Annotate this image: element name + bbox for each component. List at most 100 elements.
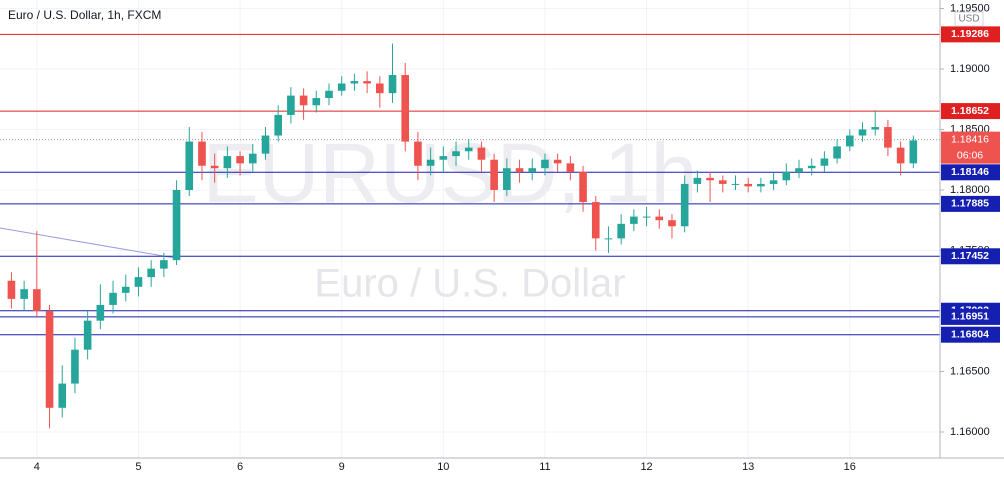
y-tick-label: 1.19500 [950, 2, 990, 14]
y-tick-label: 1.16000 [950, 426, 990, 438]
candle-body [769, 180, 778, 184]
x-tick-label: 9 [339, 461, 345, 473]
candle-body [236, 156, 244, 164]
candle-body [884, 127, 892, 148]
candle-body [83, 320, 92, 350]
level-label: 1.16951 [951, 311, 989, 323]
levels [0, 33, 940, 336]
level-label-box [941, 248, 1000, 265]
candle-body [503, 168, 511, 190]
level-label-box [941, 195, 1000, 212]
y-tick-label: 1.19000 [950, 63, 990, 75]
x-tick-label: 12 [640, 461, 652, 473]
candle-body [121, 286, 130, 293]
x-tick-label: 5 [135, 461, 141, 473]
candle-body [134, 277, 143, 287]
candle-body [604, 238, 613, 240]
candle-body [630, 216, 638, 224]
candle-body [248, 153, 257, 164]
candle-body [7, 280, 16, 299]
x-tick-label: 10 [437, 461, 449, 473]
candle-body [820, 158, 829, 166]
candle-body [871, 127, 880, 130]
candle-body [109, 292, 117, 305]
candle-body [896, 147, 905, 164]
candle-body [210, 165, 219, 169]
candle-body [731, 183, 740, 185]
candle-body [414, 141, 422, 166]
candle-body [757, 183, 765, 187]
candle-body [325, 90, 333, 99]
currency-label: USD [958, 14, 979, 25]
level-label: 1.16804 [951, 328, 989, 340]
candle-body [591, 202, 600, 239]
candle-body [909, 140, 918, 164]
candle-body [439, 156, 448, 160]
candle-body [515, 168, 524, 172]
candle-body [198, 141, 206, 166]
candle-body [477, 147, 486, 160]
candle-body [566, 163, 575, 172]
candle-body [858, 129, 867, 136]
candle-body [718, 180, 727, 184]
candle-body [490, 159, 498, 190]
candle-body [376, 83, 384, 94]
candle-body [363, 81, 371, 84]
candle-body [20, 289, 28, 299]
last-price-box [941, 131, 1000, 164]
level-label: 1.18652 [951, 105, 989, 117]
level-label: 1.19286 [951, 28, 989, 40]
watermark-subtitle: Euro / U.S. Dollar [314, 262, 625, 306]
x-tick-label: 6 [237, 461, 243, 473]
candle-body [579, 171, 587, 203]
candle-body [706, 177, 714, 181]
candle-body [223, 156, 232, 169]
last-price-label: 1.18416 [951, 133, 989, 145]
level-label-box [941, 164, 1000, 181]
grid [0, 0, 940, 458]
candle-body [185, 141, 194, 190]
chart-title: Euro / U.S. Dollar, 1h, FXCM [8, 8, 161, 22]
countdown-label: 06:06 [957, 149, 983, 161]
price-axis-bg [940, 0, 1004, 483]
level-label: 1.18146 [951, 166, 989, 178]
candle-body [350, 81, 359, 84]
level-label-box [941, 26, 1000, 43]
candle-body [541, 159, 549, 169]
candle-body [45, 310, 54, 408]
x-tick-label: 13 [742, 461, 754, 473]
candle-body [744, 183, 752, 187]
y-tick-label: 1.16500 [950, 365, 990, 377]
candle-body [668, 220, 676, 227]
level-label: 1.17452 [951, 250, 989, 262]
candle-body [846, 135, 854, 147]
y-tick-label: 1.18000 [950, 184, 990, 196]
level-label: 1.17885 [951, 198, 989, 210]
candle-body [337, 83, 346, 91]
candle-body [426, 159, 435, 166]
candle-body [693, 177, 702, 184]
candle-body [617, 223, 625, 239]
candle-body [782, 171, 791, 181]
trend-line [0, 227, 176, 259]
candle-body [147, 268, 155, 278]
candle-body [312, 98, 321, 106]
candle-body [71, 349, 79, 384]
candle-body [33, 289, 41, 311]
candle-body [160, 260, 168, 269]
candle-body [96, 304, 105, 321]
candle-body [795, 168, 803, 172]
candle-body [261, 135, 270, 154]
candle-body [58, 383, 67, 408]
level-label-box [941, 308, 1000, 325]
x-tick-label: 11 [539, 461, 550, 473]
candle-body [553, 159, 562, 164]
candle-body [172, 189, 181, 261]
currency-badge [954, 11, 984, 27]
candle-body [464, 147, 473, 152]
candle-body [833, 146, 841, 159]
candle-body [299, 95, 308, 106]
axis: 4 5 6 9 10 11 12 13 161.195001.190001.185001.180… [34, 2, 1000, 473]
